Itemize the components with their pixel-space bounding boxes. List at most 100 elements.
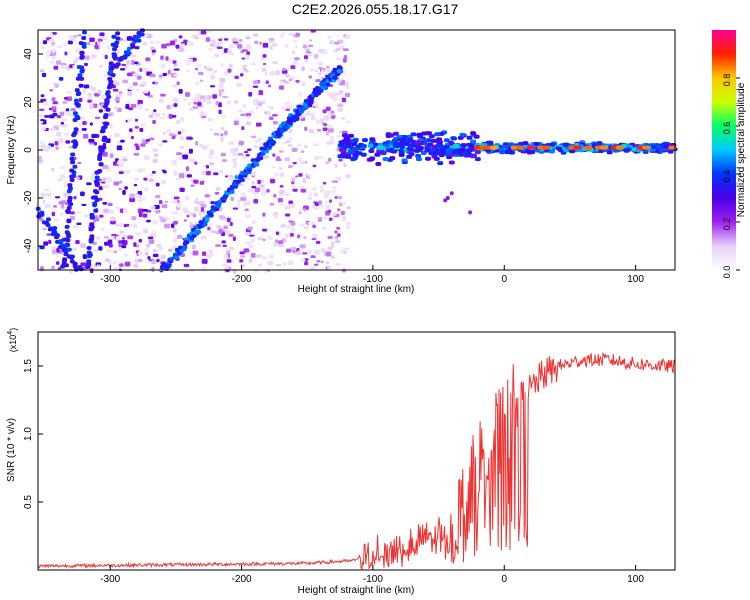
heatmap-cell [221, 240, 226, 244]
heatmap-cell [221, 216, 226, 221]
heatmap-cell [184, 92, 191, 97]
heatmap-cell [562, 142, 569, 147]
heatmap-cell [328, 157, 332, 162]
heatmap-cell [185, 62, 191, 66]
heatmap-cell [267, 260, 274, 266]
heatmap-cell [251, 63, 256, 66]
heatmap-cell [84, 213, 89, 218]
heatmap-cell [153, 109, 157, 113]
snr-scale-base: (x10 [8, 335, 18, 353]
heatmap-cell [328, 125, 334, 128]
heatmap-cell [102, 151, 108, 157]
snr-series-line [37, 351, 676, 571]
heatmap-cell [126, 46, 132, 51]
heatmap-cell [235, 179, 241, 184]
y-tick-label: 40 [23, 48, 34, 60]
heatmap-cell [56, 115, 62, 119]
heatmap-cell [239, 255, 246, 258]
heatmap-cell [183, 98, 187, 101]
heatmap-cell [269, 254, 274, 259]
heatmap-cell [86, 182, 92, 186]
heatmap-cell [414, 140, 421, 145]
heatmap-cell [54, 83, 59, 89]
heatmap-cell [146, 219, 151, 223]
heatmap-cell [237, 183, 244, 186]
colorbar-tick-label: 0.6 [722, 122, 732, 135]
heatmap-cell [223, 254, 229, 259]
heatmap-cell [98, 186, 103, 191]
heatmap-cell [58, 77, 64, 81]
heatmap-cell [291, 50, 296, 55]
heatmap-cell [57, 267, 62, 270]
heatmap-cell [109, 153, 114, 159]
heatmap-cell [340, 149, 347, 154]
heatmap-cell [151, 49, 156, 53]
heatmap-cell [300, 188, 306, 193]
heatmap-cell [251, 181, 255, 185]
heatmap-cell [253, 80, 258, 85]
heatmap-cell [196, 229, 202, 234]
heatmap-cell [277, 243, 284, 247]
heatmap-cell [392, 131, 399, 136]
heatmap-cell [124, 261, 131, 267]
heatmap-cell [218, 228, 224, 234]
heatmap-cell [115, 236, 120, 241]
heatmap-cell [300, 160, 306, 164]
heatmap-cell [72, 65, 76, 69]
spectrogram-y-label: Frequency (Hz) [6, 116, 17, 185]
heatmap-cell [336, 65, 342, 70]
snr-y-ticks: 0.5 1.0 1.5 [23, 359, 43, 509]
heatmap-cell [222, 263, 227, 267]
heatmap-cell [239, 251, 245, 255]
heatmap-cell [342, 48, 349, 52]
heatmap-cell [272, 153, 276, 157]
heatmap-cell [318, 200, 322, 205]
heatmap-cell [340, 152, 347, 157]
heatmap-cell [351, 147, 358, 152]
heatmap-cell [173, 63, 177, 67]
heatmap-cell [152, 230, 156, 236]
heatmap-cell [466, 148, 473, 153]
heatmap-cell [280, 223, 286, 229]
heatmap-cell [119, 180, 123, 184]
heatmap-cell [64, 230, 70, 235]
heatmap-cell [73, 127, 79, 132]
heatmap-cell [162, 113, 166, 116]
heatmap-cell [314, 202, 319, 207]
heatmap-cell [281, 106, 286, 110]
heatmap-cell [327, 209, 332, 213]
heatmap-cell [314, 156, 319, 160]
heatmap-cell [285, 213, 291, 217]
heatmap-cell [228, 233, 234, 237]
heatmap-cell [307, 197, 313, 200]
heatmap-cell [269, 116, 274, 121]
heatmap-cell [159, 116, 165, 120]
heatmap-cell [63, 132, 69, 136]
heatmap-cell [92, 242, 97, 246]
heatmap-cell [369, 137, 376, 142]
heatmap-cell [209, 162, 215, 166]
heatmap-cell [81, 35, 87, 40]
heatmap-cell [46, 233, 51, 236]
heatmap-cell [130, 54, 137, 58]
heatmap-cell [51, 229, 57, 234]
heatmap-cell [195, 197, 199, 203]
heatmap-cell [56, 45, 63, 48]
heatmap-cell [303, 208, 307, 212]
heatmap-cell [303, 261, 309, 266]
heatmap-cell [442, 145, 449, 150]
heatmap-cell [72, 35, 79, 38]
heatmap-cell [151, 53, 156, 56]
heatmap-cell [51, 265, 55, 270]
heatmap-cell [45, 222, 51, 227]
heatmap-cell [136, 38, 142, 43]
heatmap-cell [158, 200, 163, 204]
heatmap-cell [337, 103, 344, 107]
heatmap-cell [148, 114, 154, 118]
heatmap-cell [220, 152, 226, 157]
heatmap-cell [149, 178, 154, 182]
heatmap-cell [298, 157, 302, 162]
heatmap-cell [264, 71, 268, 77]
heatmap-cell [238, 109, 244, 113]
